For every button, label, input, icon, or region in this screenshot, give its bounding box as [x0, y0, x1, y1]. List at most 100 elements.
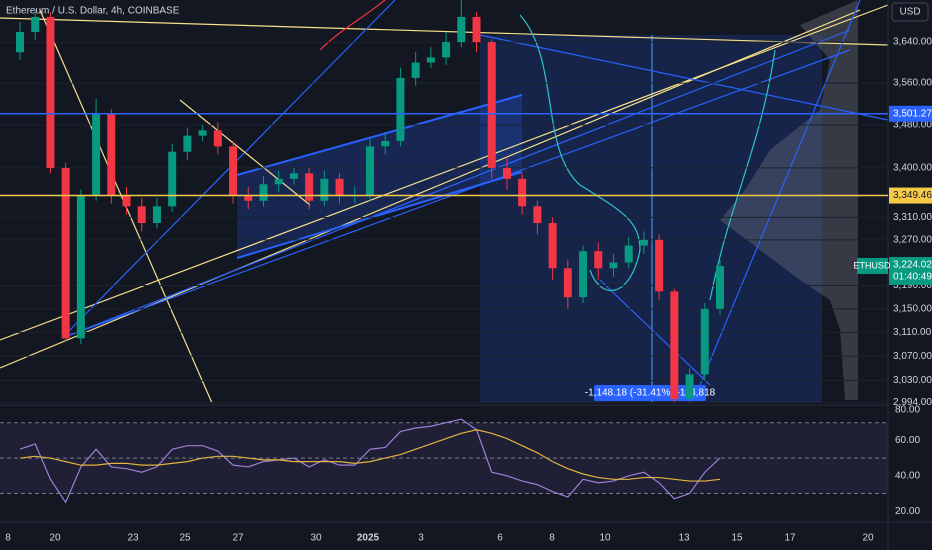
y-tick-label: 3,310.00	[893, 212, 932, 223]
trend-line	[0, 4, 889, 341]
price-tag	[889, 187, 932, 204]
x-tick-label: 20	[862, 533, 874, 544]
trend-line	[0, 17, 889, 46]
last-price-label: 3,224.02	[893, 260, 932, 271]
x-tick-label: 8	[5, 533, 11, 544]
y-tick-label: 3,640.00	[893, 37, 932, 48]
candle-body	[152, 206, 161, 224]
trend-line	[61, 0, 396, 339]
candle-body	[76, 195, 85, 339]
candle-body	[16, 31, 24, 53]
candle-body	[502, 167, 511, 179]
x-tick-label: 8	[549, 533, 555, 544]
trend-line	[236, 94, 523, 176]
y-tick-label: 3,190.00	[893, 280, 932, 291]
x-tick-label: 27	[232, 533, 244, 544]
trend-line	[179, 99, 311, 206]
rsi-tick-label: 40.00	[895, 470, 920, 481]
candle-body	[31, 16, 40, 32]
candle-body	[107, 114, 116, 196]
candle-body	[579, 251, 588, 298]
trend-line	[479, 34, 889, 121]
symbol-tag	[857, 257, 888, 274]
x-tick-label: 23	[127, 533, 139, 544]
candle-body	[655, 239, 664, 292]
candle-body	[259, 184, 268, 201]
x-tick-label: 13	[678, 533, 690, 544]
candle-body	[366, 146, 374, 196]
rsi-line	[19, 418, 721, 504]
candle-body	[198, 130, 207, 136]
trend-line	[236, 171, 523, 259]
currency-box	[891, 2, 929, 22]
candle-body	[670, 291, 679, 399]
candle-body	[685, 374, 694, 399]
candle-body	[168, 151, 177, 207]
candle-body	[487, 42, 496, 168]
price-tag-label: 3,501.27	[893, 108, 932, 119]
currency: USD	[899, 7, 920, 18]
drawings	[0, 0, 889, 404]
x-tick-label: 30	[310, 533, 322, 544]
candle-body	[213, 130, 222, 147]
candle-body	[396, 77, 405, 141]
y-tick-label: 3,030.00	[893, 375, 932, 386]
trend-line	[699, 0, 861, 386]
candle-body	[548, 223, 557, 269]
candle-body	[381, 140, 390, 147]
rsi-tick-label: 20.00	[895, 506, 920, 517]
x-tick-label: 3	[418, 533, 424, 544]
rsi-tick-label: 80.00	[895, 405, 920, 416]
last-price-tag	[889, 256, 932, 285]
x-tick-label: 15	[731, 533, 743, 544]
x-tick-label: 2025	[357, 533, 380, 544]
candle-body	[305, 173, 314, 201]
trend-line	[61, 29, 851, 339]
candle-body	[700, 308, 709, 375]
band	[319, 0, 386, 51]
candle-body	[229, 146, 238, 196]
countdown: 01:40:49	[893, 272, 932, 283]
candle-body	[137, 206, 146, 224]
volume-profile	[720, 0, 858, 400]
y-tick-label: 3,070.00	[893, 351, 932, 362]
symbol-label: ETHUSD	[853, 260, 891, 270]
x-tick-label: 25	[179, 533, 191, 544]
price-tag	[889, 105, 932, 122]
y-tick-label: 3,480.00	[893, 120, 932, 131]
candle-body	[639, 239, 648, 246]
candle-body	[716, 265, 724, 309]
candle-body	[563, 268, 572, 298]
header: Ethereum / U.S. Dollar, 4h, COINBASE	[6, 6, 180, 17]
candle-body	[92, 114, 101, 196]
candle-body	[274, 178, 283, 185]
trend-line	[39, 9, 213, 404]
y-tick-label: 3,150.00	[893, 303, 932, 314]
y-tick-label: 3,270.00	[893, 234, 932, 245]
x-tick-label: 20	[49, 533, 61, 544]
measure-label: -1,148.18 (-31.41%) -114,818	[585, 388, 716, 399]
candle-body	[609, 262, 618, 269]
candle-body	[320, 178, 329, 201]
trend-line	[61, 49, 851, 339]
candle-body	[624, 245, 633, 263]
candle-body	[122, 195, 131, 207]
y-tick-label: 2,994.00	[893, 397, 932, 408]
band	[709, 49, 776, 301]
candle-body	[518, 178, 527, 207]
candle-body	[442, 42, 451, 58]
candle-body	[426, 57, 435, 63]
rsi-tick-label: 60.00	[895, 435, 920, 446]
candle-body	[594, 251, 603, 269]
y-tick-label: 3,110.00	[893, 327, 932, 338]
x-tick-label: 10	[599, 533, 611, 544]
y-tick-label: 3,560.00	[893, 78, 932, 89]
rsi-line	[19, 429, 721, 482]
x-tick-label: 17	[784, 533, 796, 544]
y-tick-label: 3,400.00	[893, 163, 932, 174]
candle-body	[472, 16, 481, 43]
candle-body	[46, 16, 55, 168]
candle-body	[411, 62, 420, 78]
candle-body	[533, 206, 542, 224]
